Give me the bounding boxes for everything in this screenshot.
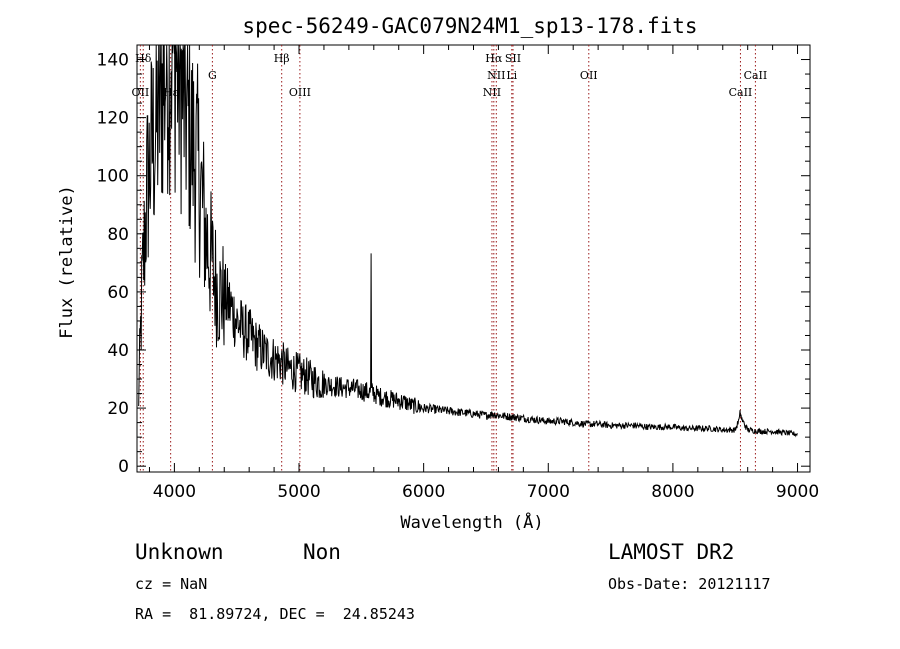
y-tick-label: 140 bbox=[97, 51, 129, 71]
emission-line-label: Hβ bbox=[274, 52, 290, 65]
emission-line-label: SII bbox=[505, 52, 521, 65]
spectrum-series bbox=[137, 44, 798, 438]
emission-line-label: NII bbox=[487, 69, 505, 82]
emission-line-label: OII bbox=[132, 86, 150, 99]
y-tick-label: 100 bbox=[97, 167, 129, 187]
survey-label: LAMOST DR2 bbox=[608, 540, 734, 564]
x-tick-label: 5000 bbox=[277, 482, 320, 502]
y-axis-label: Flux (relative) bbox=[57, 185, 77, 339]
x-tick-label: 9000 bbox=[776, 482, 819, 502]
y-axis-ticks: 0 20 40 60 80 100 120 140 bbox=[97, 51, 810, 477]
x-axis-ticks: 4000 5000 6000 7000 8000 9000 bbox=[148, 45, 819, 502]
obs-date: Obs-Date: 20121117 bbox=[608, 575, 771, 593]
class-label: Unknown bbox=[135, 540, 224, 564]
cz-value: cz = NaN bbox=[135, 575, 207, 593]
x-tick-label: 7000 bbox=[527, 482, 570, 502]
subclass-label: Non bbox=[303, 540, 341, 564]
y-tick-label: 0 bbox=[118, 457, 129, 477]
x-tick-label: 6000 bbox=[402, 482, 445, 502]
y-tick-label: 120 bbox=[97, 109, 129, 129]
emission-line-label: Hδ bbox=[135, 52, 152, 65]
emission-line-label: CaII bbox=[744, 69, 768, 82]
y-tick-label: 60 bbox=[107, 283, 129, 303]
x-tick-label: 8000 bbox=[651, 482, 694, 502]
x-axis-label: Wavelength (Å) bbox=[400, 511, 543, 533]
y-tick-label: 20 bbox=[107, 399, 129, 419]
emission-line-label: OIII bbox=[289, 86, 311, 99]
coordinates: RA = 81.89724, DEC = 24.85243 bbox=[135, 605, 415, 623]
spectrum-line bbox=[137, 44, 798, 438]
emission-line-label: Li bbox=[506, 69, 517, 82]
x-tick-label: 4000 bbox=[153, 482, 196, 502]
y-tick-label: 40 bbox=[107, 341, 129, 361]
y-tick-label: 80 bbox=[107, 225, 129, 245]
emission-line-label: OII bbox=[580, 69, 598, 82]
chart-title: spec-56249-GAC079N24M1_sp13-178.fits bbox=[242, 14, 697, 38]
emission-line-label: G bbox=[208, 69, 217, 82]
emission-line-label: Hα bbox=[485, 52, 503, 65]
emission-line-label: NII bbox=[483, 86, 501, 99]
plot-frame bbox=[136, 44, 811, 473]
emission-line-label: CaII bbox=[729, 86, 753, 99]
